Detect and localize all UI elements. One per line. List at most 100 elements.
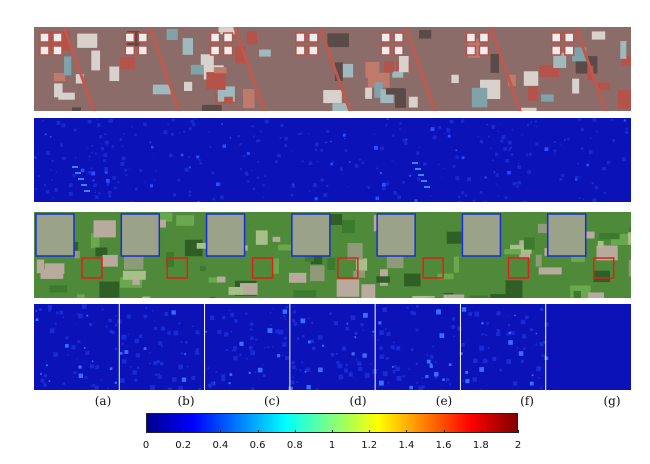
urban-rooftop — [393, 32, 404, 43]
vegetation-patch — [523, 237, 535, 250]
error-speck — [323, 193, 328, 198]
error-speck — [131, 126, 133, 128]
error-speck — [505, 158, 509, 163]
vegetation-patch — [255, 230, 268, 245]
error-artifact — [81, 184, 87, 186]
error-speck — [149, 351, 151, 354]
error-speck — [344, 149, 348, 152]
error-speck — [153, 326, 158, 331]
vegetation-patch — [119, 277, 142, 288]
error-speck — [337, 363, 343, 369]
vegetation-patch — [124, 254, 144, 270]
error-speck — [515, 182, 518, 185]
error-speck — [580, 176, 582, 178]
urban-building-block — [620, 41, 627, 59]
error-speck — [537, 141, 539, 143]
error-speck — [320, 149, 324, 152]
error-speck — [103, 153, 108, 158]
error-speck — [94, 152, 97, 155]
error-speck — [285, 306, 289, 309]
error-speck — [517, 181, 522, 185]
error-speck — [293, 305, 295, 308]
urban-rooftop — [465, 45, 477, 56]
error-speck — [48, 308, 52, 312]
error-speck — [239, 341, 244, 346]
error-speck — [40, 378, 45, 383]
highlight-box — [166, 257, 189, 279]
error-speck — [402, 138, 407, 142]
vegetation-patch — [310, 265, 325, 282]
urban-rooftop — [393, 45, 404, 56]
error-speck — [451, 317, 456, 321]
urban-building-block — [77, 33, 98, 48]
error-speck — [292, 365, 296, 369]
error-speck — [402, 180, 406, 184]
error-speck — [50, 169, 53, 171]
colorbar-tick-mark — [183, 430, 185, 433]
urban-rooftop — [222, 32, 234, 43]
urban-rooftop — [137, 45, 149, 56]
urban-rooftop — [563, 32, 575, 43]
error-speck — [208, 131, 210, 133]
error-speck — [446, 127, 450, 131]
vegetation-patch — [627, 232, 631, 245]
urban-building-block — [572, 78, 580, 94]
error-speck — [78, 365, 82, 369]
error-speck — [81, 304, 87, 309]
error-speck — [121, 145, 124, 147]
error-speck — [453, 335, 456, 337]
colorbar-tick-label: 0.8 — [286, 440, 303, 451]
error-speck — [188, 194, 191, 197]
vegetation-patch — [353, 270, 366, 278]
error-artifact — [418, 174, 424, 176]
error-speck — [455, 176, 460, 181]
error-speck — [472, 377, 477, 382]
urban-rooftop — [295, 32, 306, 43]
panel-label-c: (c) — [263, 394, 281, 408]
error-speck — [248, 371, 251, 374]
error-speck — [527, 170, 531, 174]
error-speck — [533, 124, 535, 126]
error-speck — [136, 366, 140, 369]
urban-rooftop — [478, 45, 490, 56]
error-speck — [578, 118, 581, 121]
error-speck — [164, 312, 169, 317]
error-speck — [527, 123, 530, 127]
error-speck — [77, 340, 81, 344]
error-speck — [410, 310, 414, 315]
error-speck — [160, 361, 164, 366]
error-speck — [529, 381, 534, 386]
error-speck — [122, 352, 125, 355]
error-speck — [525, 315, 529, 320]
urban-building-block — [341, 63, 354, 78]
zoom-inset — [291, 213, 331, 257]
error-speck — [43, 382, 46, 385]
error-speck — [355, 359, 358, 361]
error-speck — [479, 345, 485, 351]
error-speck — [477, 136, 479, 138]
error-speck — [134, 133, 137, 137]
error-speck — [170, 132, 174, 136]
urban-building-block — [58, 92, 75, 100]
urban-building-block — [507, 74, 516, 87]
error-speck — [233, 356, 238, 361]
urban-building-block — [398, 55, 409, 73]
urban-road — [403, 27, 437, 111]
error-speck — [325, 141, 327, 144]
error-speck — [495, 152, 499, 156]
error-speck — [461, 307, 467, 312]
error-speck — [372, 334, 374, 337]
vegetation-patch — [490, 294, 511, 298]
error-speck — [423, 162, 427, 166]
error-speck — [577, 162, 579, 165]
error-speck — [525, 153, 529, 157]
error-speck — [344, 368, 349, 373]
error-speck — [109, 329, 113, 334]
error-speck — [589, 137, 592, 140]
error-speck — [250, 322, 254, 326]
error-speck — [487, 346, 490, 349]
error-speck — [54, 187, 59, 192]
error-speck — [55, 171, 57, 174]
error-speck — [143, 122, 147, 127]
error-speck — [452, 165, 456, 169]
